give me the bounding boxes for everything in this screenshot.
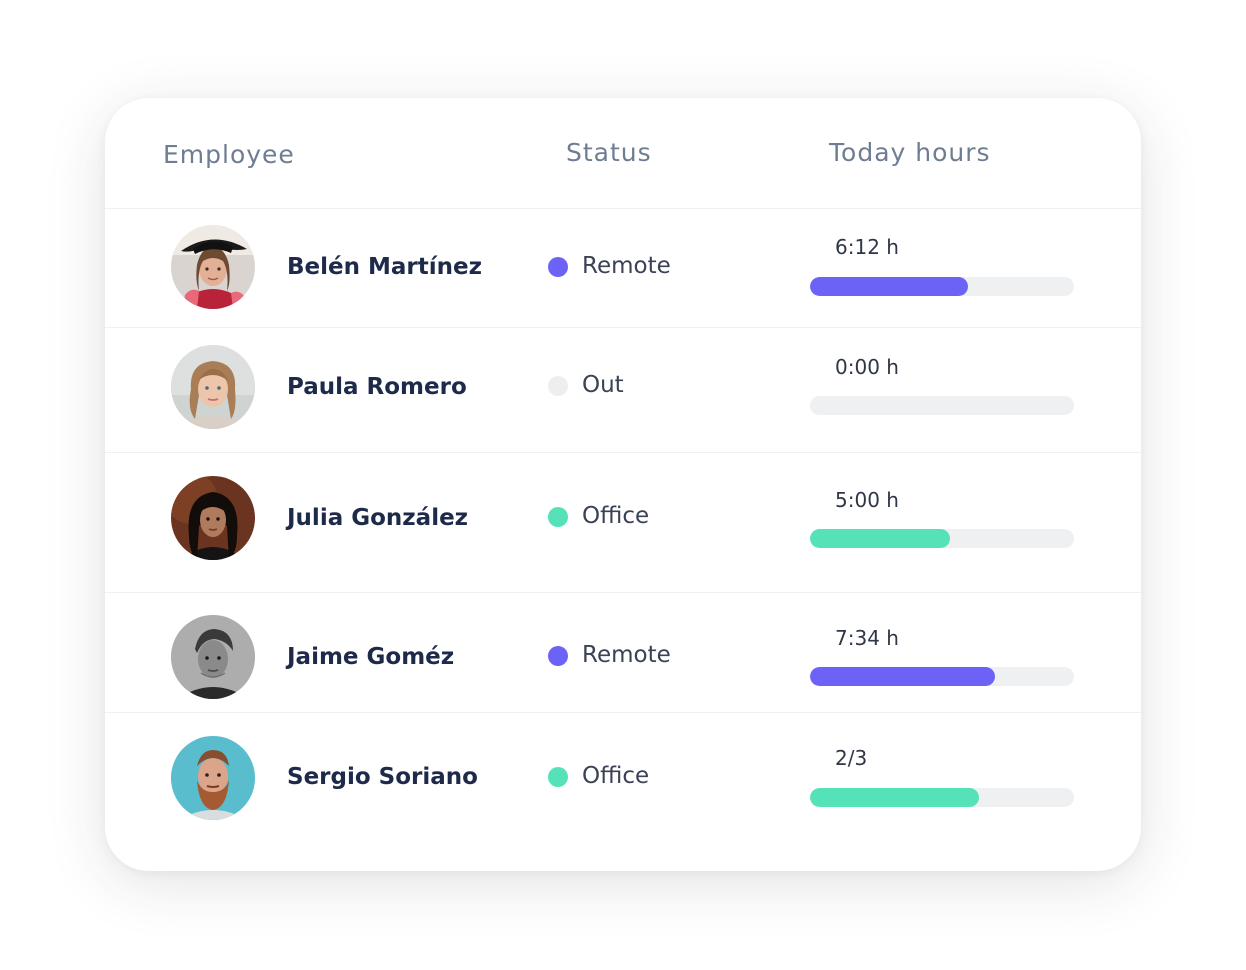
hours-progress-bar [810,788,1074,807]
status-label: Office [582,503,650,529]
employee-row[interactable]: Jaime Goméz Remote 7:34 h [105,593,1141,713]
status-dot-icon [548,376,568,396]
hours-value: 5:00 h [835,488,899,512]
status-label: Out [582,372,624,398]
employee-hours-card: Employee Status Today hours Belén Martín… [105,98,1141,871]
status-dot-icon [548,257,568,277]
employee-row[interactable]: Belén Martínez Remote 6:12 h [105,209,1141,328]
avatar-photo-woman-hat [171,225,255,309]
hours-progress-fill [810,529,950,548]
employee-row[interactable]: Sergio Soriano Office 2/3 [105,713,1141,871]
status-dot-icon [548,646,568,666]
status-label: Remote [582,253,671,279]
employee-name[interactable]: Belén Martínez [287,254,482,280]
status-label: Remote [582,642,671,668]
hours-progress-bar [810,396,1074,415]
avatar-photo-woman-blonde [171,345,255,429]
column-header-today-hours[interactable]: Today hours [829,138,991,167]
employee-name[interactable]: Julia González [287,505,469,531]
employee-avatar[interactable] [171,615,255,699]
avatar-photo-man-beard [171,736,255,820]
employee-row[interactable]: Paula Romero Out 0:00 h [105,328,1141,453]
employee-avatar[interactable] [171,736,255,820]
status-label: Office [582,763,650,789]
hours-progress-fill [810,277,969,296]
hours-progress-bar [810,277,1074,296]
employee-avatar[interactable] [171,476,255,560]
employee-avatar[interactable] [171,225,255,309]
table-header: Employee Status Today hours [105,98,1141,209]
column-header-status[interactable]: Status [566,138,652,167]
column-header-employee[interactable]: Employee [163,140,295,169]
status-dot-icon [548,767,568,787]
employee-avatar[interactable] [171,345,255,429]
hours-value: 7:34 h [835,626,899,650]
hours-value: 0:00 h [835,355,899,379]
hours-progress-bar [810,667,1074,686]
employee-name[interactable]: Paula Romero [287,374,467,400]
avatar-photo-man-bw [171,615,255,699]
avatar-photo-woman-dark-hair [171,476,255,560]
hours-progress-fill [810,788,979,807]
employee-row[interactable]: Julia González Office 5:00 h [105,453,1141,593]
status-dot-icon [548,507,568,527]
hours-value: 6:12 h [835,235,899,259]
hours-progress-fill [810,667,995,686]
hours-progress-bar [810,529,1074,548]
employee-name[interactable]: Jaime Goméz [287,644,455,670]
hours-value: 2/3 [835,746,868,770]
employee-name[interactable]: Sergio Soriano [287,764,478,790]
